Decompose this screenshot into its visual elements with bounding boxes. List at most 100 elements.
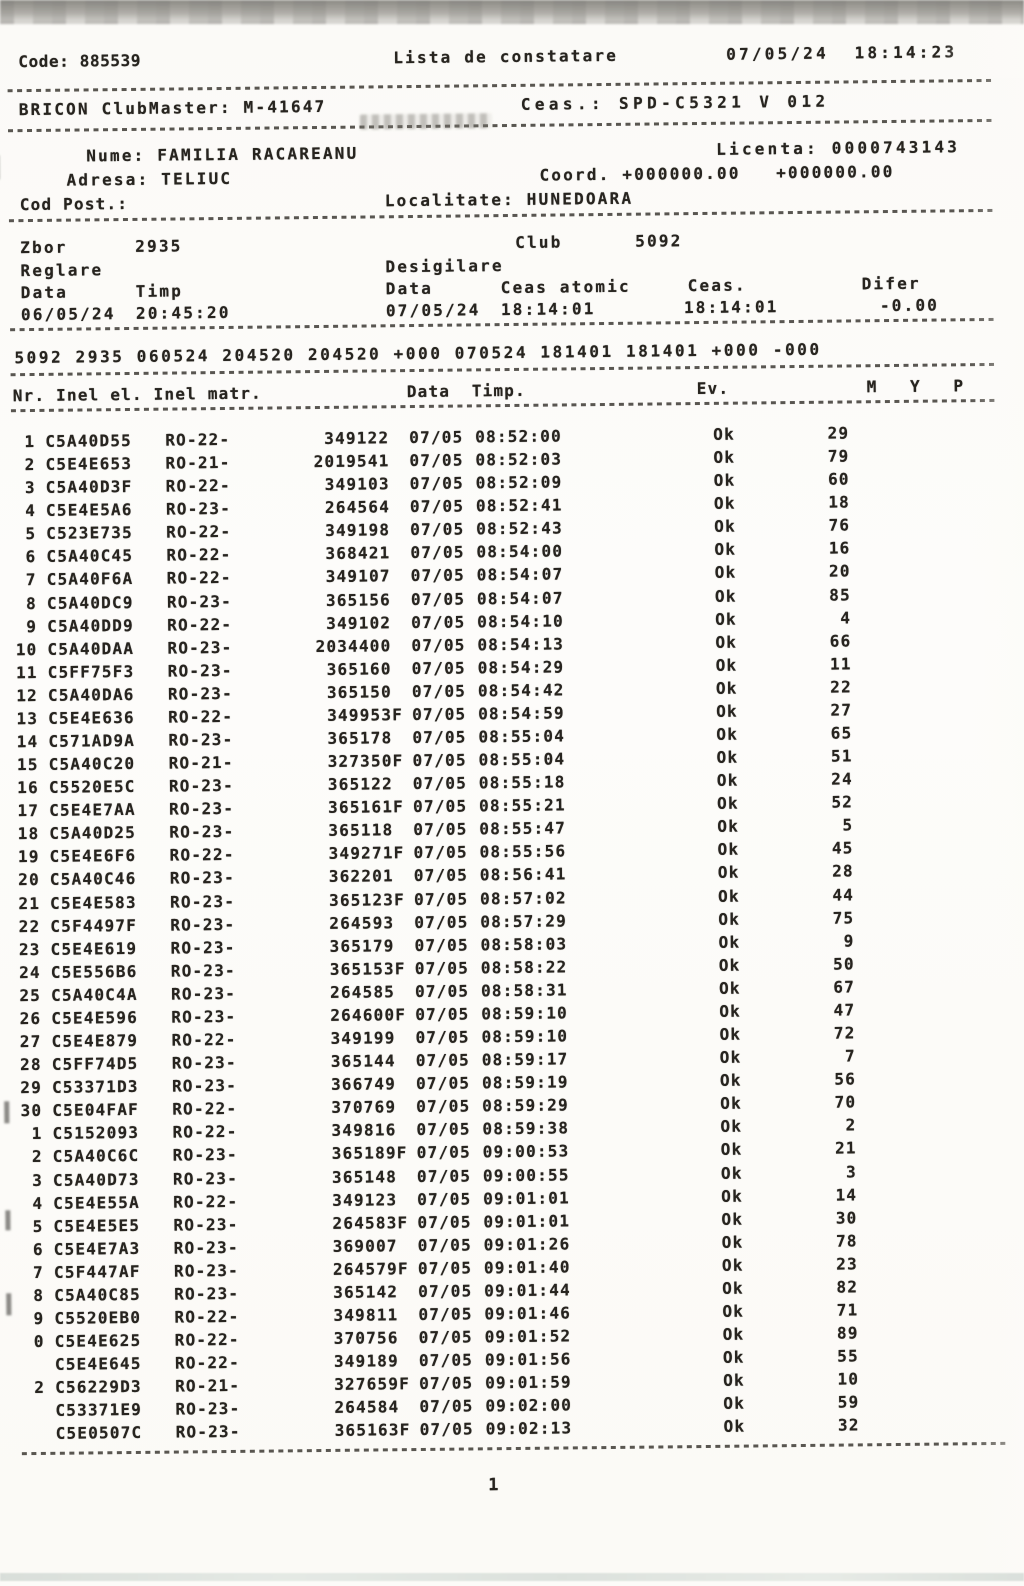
record-time: 08:59:29: [482, 1095, 570, 1116]
ring-series: RO-23-: [170, 937, 236, 958]
setting-label: Reglare: [20, 260, 104, 281]
flight-number: 2935: [135, 236, 183, 256]
event-status: Ok: [719, 1047, 742, 1067]
electronic-ring-id: C5A40C6C: [52, 1146, 140, 1167]
electronic-ring-id: C5E4E583: [50, 892, 137, 913]
electronic-ring-id: C56229D3: [55, 1377, 142, 1398]
member-locality: Localitate: HUNEDOARA: [384, 188, 634, 211]
ring-number: 349102: [326, 612, 392, 633]
row-number: 4: [32, 1193, 44, 1213]
ring-number-suffix: [395, 1027, 407, 1050]
ring-number: 264564: [324, 497, 391, 518]
postal-code-label: Cod Post.:: [19, 193, 129, 215]
ring-series: RO-23-: [173, 1214, 239, 1235]
atomic-clock-time: 18:14:01: [500, 299, 596, 320]
ring-series: RO-23-: [167, 683, 234, 704]
scan-speck: [4, 1101, 10, 1124]
ring-number-suffix: [396, 1050, 408, 1073]
record-date: 07/05: [414, 912, 469, 932]
event-status: Ok: [722, 1278, 744, 1298]
ring-number-suffix: [389, 450, 401, 473]
club-number: 5092: [635, 231, 683, 251]
record-time: 08:54:13: [477, 634, 565, 655]
record-date: 07/05: [417, 1235, 472, 1255]
page-title: Lista de constatare: [393, 45, 619, 68]
electronic-ring-id: C5E4E645: [54, 1354, 142, 1374]
ring-number: 370769: [331, 1097, 397, 1118]
ring-series: RO-23-: [170, 983, 237, 1004]
ring-number: 264584: [334, 1397, 400, 1418]
ring-number-suffix: [390, 473, 402, 496]
ring-number: 349271: [328, 843, 394, 864]
ring-series: RO-23-: [169, 891, 236, 912]
record-time: 08:58:22: [480, 957, 568, 978]
ring-series: RO-22-: [165, 476, 231, 496]
record-date: 07/05: [416, 1119, 471, 1140]
event-status: Ok: [715, 655, 738, 675]
row-number: 13: [16, 708, 39, 729]
record-value: 2: [845, 1115, 857, 1135]
ring-number: 365161: [328, 797, 394, 818]
record-date: 07/05: [418, 1350, 474, 1371]
row-number: 26: [19, 1008, 42, 1029]
ring-number: 365148: [331, 1166, 398, 1187]
row-number: 3: [24, 478, 36, 498]
event-status: Ok: [722, 1347, 745, 1367]
record-date: 07/05: [417, 1258, 473, 1278]
electronic-ring-id: C5A40DC9: [46, 592, 134, 613]
ring-number-suffix: F: [395, 1005, 407, 1025]
record-date: 07/05: [412, 727, 467, 748]
electronic-ring-id: C5A40D73: [52, 1169, 140, 1190]
ring-number-suffix: [398, 1281, 410, 1304]
member-licence: Licenta: 0000743143: [716, 137, 961, 159]
row-number: 22: [18, 916, 41, 936]
electronic-ring-id: C5A40C85: [54, 1284, 141, 1305]
ring-number-suffix: [399, 1350, 411, 1373]
member-address: Adresa: TELIUC: [66, 168, 233, 190]
ring-number: 365153: [329, 959, 395, 979]
electronic-ring-id: C571AD9A: [48, 730, 136, 751]
record-date: 07/05: [416, 1096, 471, 1117]
setting-time-label: Timp: [135, 281, 184, 301]
record-value: 9: [843, 931, 855, 951]
row-number: 2: [24, 455, 36, 475]
ring-number-suffix: F: [392, 705, 404, 725]
page-number: 1: [488, 1475, 501, 1496]
electronic-ring-id: C5A40D55: [45, 430, 133, 451]
row-number: 23: [18, 939, 41, 959]
electronic-ring-id: C5E0507C: [55, 1423, 143, 1444]
record-date: 07/05: [410, 542, 465, 563]
electronic-ring-id: C5520EB0: [54, 1307, 142, 1328]
record-time: 08:59:10: [481, 1003, 569, 1024]
electronic-ring-id: C5E4E625: [54, 1330, 142, 1351]
record-time: 08:58:31: [480, 980, 568, 1001]
event-status: Ok: [715, 609, 737, 629]
record-time: 08:54:07: [476, 564, 564, 585]
event-status: Ok: [716, 747, 739, 767]
ring-number: 349811: [333, 1305, 399, 1325]
event-status: Ok: [722, 1324, 745, 1344]
record-date: 07/05: [409, 473, 464, 494]
difference-label: Difer: [861, 273, 921, 294]
record-value: 47: [833, 1000, 856, 1020]
electronic-ring-id: C5E4E5E5: [53, 1215, 141, 1236]
record-time: 08:52:09: [475, 472, 563, 493]
setting-date: 06/05/24: [20, 304, 116, 325]
row-number: 18: [17, 824, 40, 844]
record-value: 11: [829, 654, 852, 674]
ring-series: RO-23-: [175, 1422, 241, 1442]
ring-number: 349107: [325, 566, 391, 587]
record-value: 27: [830, 700, 853, 720]
ring-series: RO-22-: [173, 1191, 239, 1212]
header-line-2: BRICON ClubMaster: M-41647 Ceas.: SPD-C5…: [0, 89, 1018, 122]
unsealing-label: Desigilare: [385, 256, 504, 277]
ring-series: RO-22-: [174, 1353, 241, 1373]
ring-number: 365150: [326, 682, 393, 702]
event-status: Ok: [718, 955, 741, 975]
record-value: 89: [836, 1323, 859, 1343]
event-status: Ok: [723, 1370, 745, 1391]
ring-number-suffix: F: [397, 1258, 409, 1279]
ring-number-suffix: [398, 1235, 410, 1258]
row-number: 9: [33, 1308, 45, 1329]
ring-series: RO-23-: [171, 1053, 237, 1073]
